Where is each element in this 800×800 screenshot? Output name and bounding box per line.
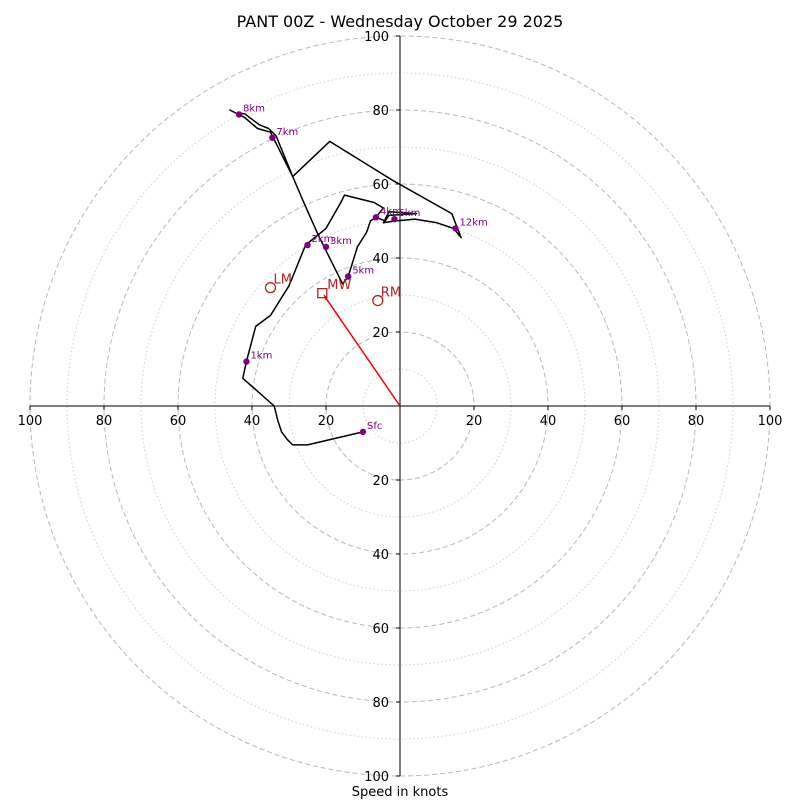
y-tick-label: 100 <box>364 770 389 785</box>
height-marker-1km <box>243 358 250 365</box>
x-tick-label: 80 <box>688 414 705 429</box>
y-tick-label: 60 <box>372 178 389 193</box>
height-marker-6km <box>391 215 398 223</box>
height-marker-sfc <box>359 428 367 436</box>
mean-wind-label: MW <box>327 278 351 293</box>
height-label-5km: 5km <box>352 266 374 277</box>
height-label-4km: 4km <box>380 206 402 217</box>
right-mover-label: RM <box>381 286 401 301</box>
x-tick-label: 20 <box>466 414 483 429</box>
left-mover-marker <box>264 281 277 294</box>
storm-motion-markers: LM RM MW <box>264 273 401 307</box>
x-tick-label: 100 <box>758 414 783 429</box>
height-label-7km: 7km <box>276 127 298 138</box>
height-marker-3km <box>322 243 330 251</box>
y-tick-label: 60 <box>372 622 389 637</box>
x-tick-label: 80 <box>96 414 113 429</box>
height-label-6km: 6km <box>398 208 420 219</box>
tick-labels: 100 80 60 40 20 20 40 60 80 100 100 80 60 40 20 20 40 60 8… <box>18 30 783 785</box>
x-tick-label: 60 <box>170 414 187 429</box>
height-label-sfc: Sfc <box>367 421 382 432</box>
x-tick-label: 60 <box>614 414 631 429</box>
height-marker-8km <box>235 111 243 118</box>
hodograph-trace-layer <box>229 109 462 446</box>
right-mover-marker <box>372 294 384 307</box>
mean-wind-marker <box>317 287 328 299</box>
x-tick-label: 100 <box>18 414 43 429</box>
x-tick-label: 20 <box>318 414 335 429</box>
y-tick-label: 40 <box>372 548 389 563</box>
mean-wind-arrowhead <box>323 294 328 301</box>
height-label-1km: 1km <box>250 351 272 362</box>
y-tick-label: 40 <box>372 252 389 267</box>
x-tick-label: 40 <box>244 414 261 429</box>
y-tick-label: 20 <box>372 474 389 489</box>
x-axis-label: Speed in knots <box>352 785 449 800</box>
height-label-3km: 3km <box>330 236 352 247</box>
y-tick-label: 100 <box>364 30 389 45</box>
height-marker-4km <box>372 214 380 221</box>
y-tick-label: 80 <box>372 696 389 711</box>
height-label-12km: 12km <box>460 217 488 228</box>
y-tick-label: 20 <box>372 326 389 341</box>
hodograph-trace-line <box>229 109 462 446</box>
left-mover-label: LM <box>274 273 292 288</box>
height-marker-2km <box>304 241 311 249</box>
height-label-8km: 8km <box>243 103 265 114</box>
height-label-2km: 2km <box>312 234 334 245</box>
y-tick-label: 80 <box>372 104 389 119</box>
height-marker-12km <box>452 225 459 232</box>
chart-title: PANT 00Z - Wednesday October 29 2025 <box>237 12 564 31</box>
mean-wind-vector <box>324 296 401 407</box>
height-marker-5km <box>345 273 352 280</box>
height-marker-7km <box>269 134 276 141</box>
x-tick-label: 40 <box>540 414 557 429</box>
